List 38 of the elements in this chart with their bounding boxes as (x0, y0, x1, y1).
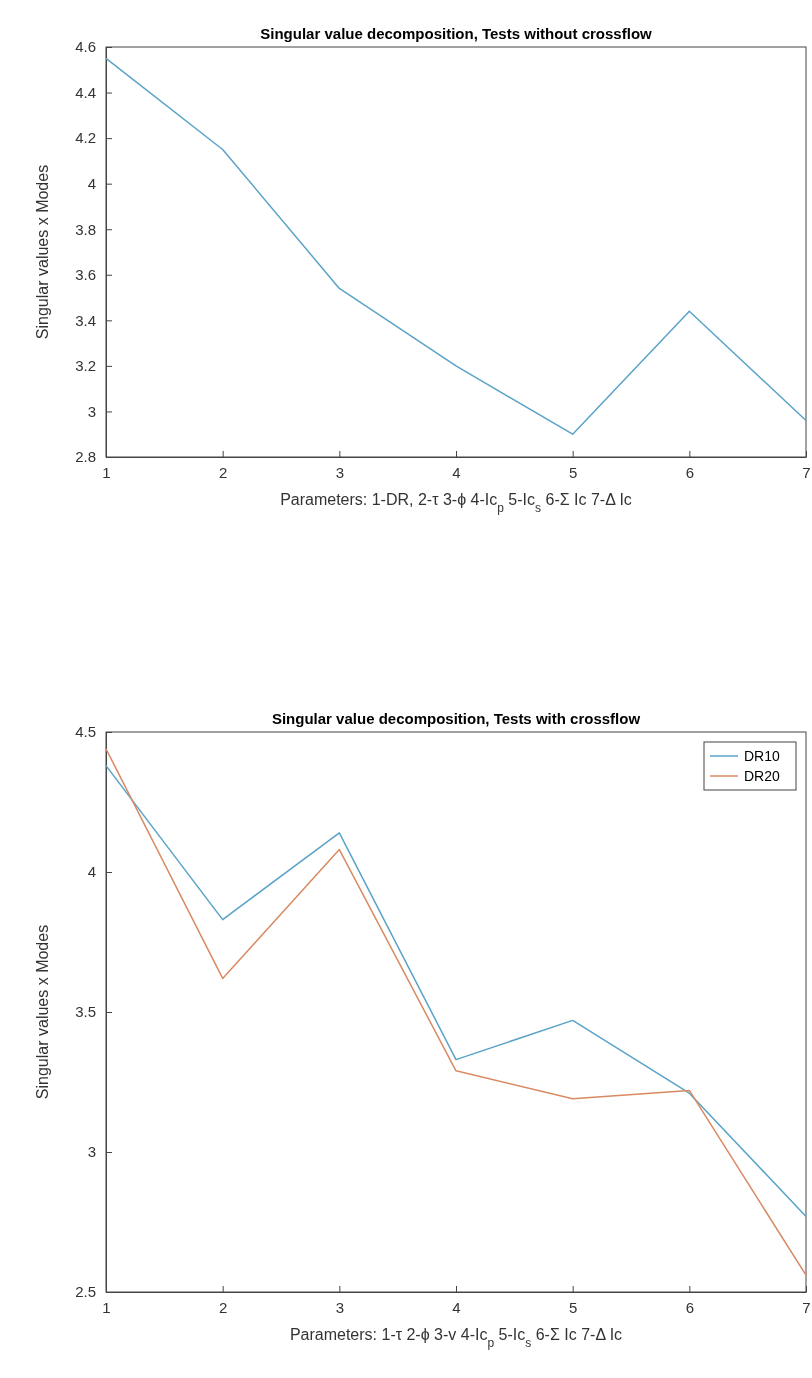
x-axis-title: Parameters: 1-τ 2-ϕ 3-v 4-Ic$_{p}$ 5-Ic$_{s}$ 6-Σ Ic 7-Δ Ic (289, 1326, 623, 1350)
chart-title: Singular value decomposition, Tests with crossflow (271, 710, 641, 727)
x-tick-label: 1 (102, 463, 111, 481)
y-tick-label: 3.5 (75, 1003, 96, 1021)
y-tick-label: 4.5 (75, 723, 96, 741)
line-series (105, 57, 807, 435)
y-axis-title: Singular values x Modes (34, 164, 51, 340)
y-tick-label: 3.8 (75, 220, 96, 238)
y-tick-label: 4.4 (75, 83, 96, 101)
legend-label: DR20 (744, 768, 781, 784)
x-tick-label: 3 (335, 1298, 345, 1316)
x-tick-label: 4 (452, 463, 461, 481)
y-tick-label: 3 (87, 402, 96, 420)
y-tick-label: 3.4 (75, 311, 96, 329)
x-tick-label: 7 (802, 463, 811, 481)
y-tick-label: 4 (87, 863, 96, 881)
x-tick-label: 1 (102, 1298, 111, 1316)
x-axis-title: Parameters: 1-DR, 2-τ 3-ϕ 4-Ic$_{p}$ 5-Ic$_{s}$ 6-Σ Ic 7-Δ Ic (280, 491, 632, 515)
x-tick-label: 6 (685, 463, 695, 481)
x-tick-label: 2 (218, 1298, 228, 1316)
y-tick-label: 4 (87, 174, 96, 192)
y-tick-label: 3.6 (75, 266, 96, 284)
x-tick-label: 5 (568, 1298, 578, 1316)
x-tick-label: 4 (452, 1298, 461, 1316)
legend-label: DR10 (744, 748, 781, 764)
x-tick-label: 2 (218, 463, 228, 481)
y-tick-label: 2.5 (75, 1283, 96, 1301)
x-tick-label: 3 (335, 463, 345, 481)
y-tick-label: 2.8 (75, 448, 96, 466)
y-tick-label: 3.2 (75, 357, 96, 375)
y-tick-label: 3 (87, 1143, 96, 1161)
y-tick-label: 4.2 (75, 129, 96, 147)
x-tick-label: 6 (685, 1298, 695, 1316)
y-tick-label: 4.6 (75, 38, 96, 56)
x-tick-label: 5 (568, 463, 578, 481)
x-tick-label: 7 (802, 1298, 811, 1316)
y-axis-title: Singular values x Modes (34, 924, 51, 1100)
chart-title: Singular value decomposition, Tests without crossflow (260, 25, 653, 42)
